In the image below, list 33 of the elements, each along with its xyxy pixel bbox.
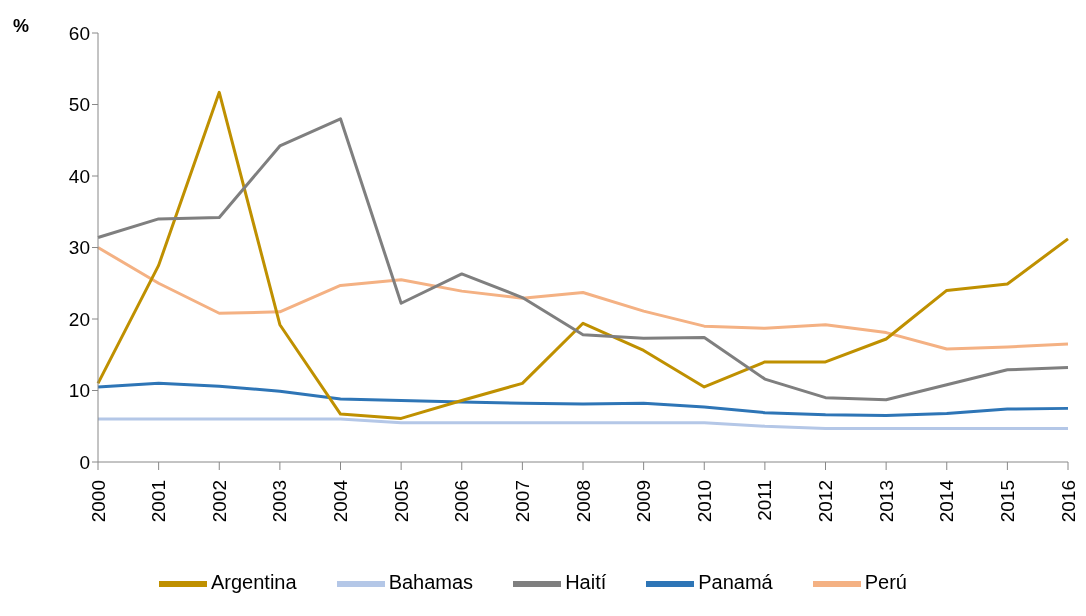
- y-axis-title: %: [13, 16, 30, 37]
- x-tick-label: 2013: [875, 480, 897, 523]
- x-tick-label: 2015: [996, 480, 1018, 523]
- x-tick-label: 2008: [572, 480, 594, 523]
- x-tick-label: 2002: [208, 480, 230, 523]
- line-series: [96, 417, 1070, 430]
- y-tick-label: 40: [68, 165, 90, 187]
- x-tick-label: 2007: [511, 480, 533, 523]
- x-tick-label: 2012: [815, 480, 836, 523]
- y-tick-label: 10: [68, 380, 90, 402]
- x-tick-label: 2016: [1057, 480, 1079, 523]
- x-tick-label: 2014: [936, 479, 958, 523]
- x-tick-label: 2011: [754, 480, 776, 521]
- x-tick-label: 2001: [148, 480, 170, 523]
- legend-label: Argentina: [211, 571, 297, 594]
- line-series: [96, 246, 1070, 351]
- x-tick-label: 2006: [451, 480, 473, 523]
- y-tick-label: 20: [68, 308, 90, 330]
- x-tick-label: 2004: [330, 479, 351, 523]
- x-tick-label: 2000: [87, 480, 109, 523]
- y-tick-label: 50: [68, 94, 90, 116]
- legend-label: Panamá: [698, 571, 773, 594]
- x-tick-label: 2003: [269, 480, 291, 523]
- x-tick-label: 2009: [633, 480, 655, 523]
- legend-label: Bahamas: [388, 571, 474, 594]
- line-series: [96, 381, 1070, 418]
- y-tick-label: 30: [68, 237, 90, 259]
- y-tick-label: 0: [79, 451, 90, 473]
- x-tick-label: 2005: [390, 480, 412, 523]
- y-tick-label: 60: [68, 22, 90, 44]
- legend-label: Perú: [864, 571, 907, 594]
- legend-label: Haití: [565, 571, 607, 594]
- x-tick-label: 2010: [693, 480, 715, 523]
